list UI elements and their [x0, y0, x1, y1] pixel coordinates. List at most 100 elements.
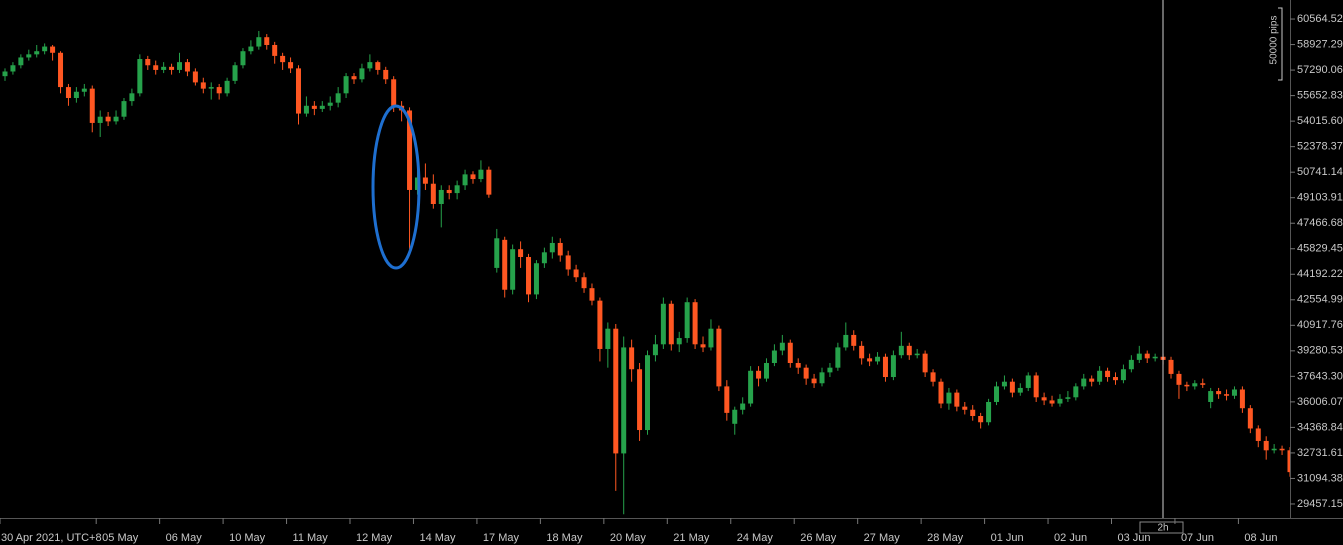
candle-body	[1128, 359, 1134, 370]
candle-body	[1025, 375, 1031, 388]
candle-body	[153, 65, 159, 70]
candle-body	[795, 363, 801, 368]
candle-body	[81, 88, 87, 92]
candle-body	[327, 102, 333, 106]
candle-body	[375, 62, 381, 70]
candle-body	[970, 409, 976, 417]
candle-body	[216, 87, 222, 94]
candle-body	[994, 386, 1000, 402]
candle-body	[42, 46, 48, 52]
candle-body	[232, 65, 238, 81]
candle-body	[18, 57, 24, 66]
candle-body	[359, 68, 365, 80]
timeframe-box	[1139, 521, 1184, 534]
x-tick-label: 28 May	[927, 532, 964, 544]
candle-body	[288, 62, 294, 69]
candle-body	[1231, 389, 1237, 396]
candle-body	[882, 356, 888, 378]
scale-bracket	[1278, 7, 1283, 81]
x-tick-label: 01 Jun	[991, 532, 1024, 544]
scale-label: 50000 pips	[1269, 16, 1280, 65]
candle-body	[740, 403, 746, 410]
x-tick-label: 03 Jun	[1117, 532, 1150, 544]
candle-body	[414, 177, 420, 190]
candle-body	[129, 93, 135, 102]
candle-body	[867, 358, 873, 362]
candle-body	[1271, 448, 1277, 451]
plot-area	[2, 30, 1290, 515]
candle-body	[478, 169, 484, 180]
candle-body	[637, 369, 643, 431]
candle-body	[486, 169, 492, 195]
candle-body	[756, 370, 762, 379]
x-tick-label: 05 May	[102, 532, 139, 544]
candle-body	[819, 372, 825, 384]
y-tick-label: 50741.14	[1297, 166, 1343, 178]
candle-body	[1168, 359, 1174, 374]
y-tick-label: 55652.83	[1297, 90, 1343, 102]
candle-body	[859, 345, 865, 359]
candle-body	[835, 347, 841, 368]
candle-body	[1255, 428, 1261, 441]
candle-body	[2, 71, 8, 77]
x-tick-label: 26 May	[800, 532, 837, 544]
candle-body	[1144, 353, 1150, 359]
candle-body	[1009, 381, 1015, 393]
x-tick-label: 08 Jun	[1244, 532, 1277, 544]
candle-body	[351, 76, 357, 80]
candle-body	[597, 300, 603, 349]
candle-body	[676, 338, 682, 345]
candle-body	[73, 91, 79, 98]
candle-body	[1001, 381, 1007, 387]
candle-body	[518, 249, 524, 257]
candle-body	[169, 66, 175, 70]
candle-body	[906, 345, 912, 356]
candle-body	[446, 189, 452, 194]
candle-body	[224, 80, 230, 94]
candle-body	[105, 116, 111, 122]
candle-body	[1176, 373, 1182, 385]
candle-body	[1097, 370, 1103, 382]
candle-body	[264, 37, 270, 45]
candle-body	[1049, 400, 1055, 404]
candle-body	[10, 65, 16, 72]
candle-body	[541, 252, 547, 264]
candle-body	[1033, 375, 1039, 398]
y-tick-label: 29457.15	[1297, 498, 1343, 510]
candle-body	[748, 370, 754, 404]
y-tick-label: 32731.61	[1297, 447, 1343, 459]
candle-body	[605, 328, 611, 349]
candle-body	[177, 62, 183, 70]
candle-body	[1263, 440, 1269, 451]
candle-body	[272, 44, 278, 56]
candle-body	[898, 345, 904, 356]
candle-body	[573, 269, 579, 278]
y-tick-label: 36006.07	[1297, 396, 1343, 408]
candle-body	[851, 334, 857, 346]
candle-body	[763, 363, 769, 379]
candle-body	[1105, 370, 1111, 378]
candle-body	[184, 62, 190, 72]
candle-body	[716, 328, 722, 387]
candle-body	[280, 55, 286, 63]
candle-body	[779, 342, 785, 351]
candle-body	[1239, 389, 1245, 409]
candle-body	[1089, 378, 1095, 382]
candle-body	[65, 87, 71, 98]
x-tick-label: 11 May	[293, 532, 329, 544]
candle-body	[668, 303, 674, 345]
candle-body	[581, 277, 587, 289]
candle-body	[708, 328, 714, 348]
timeframe-label: 2h	[1157, 523, 1168, 534]
candle-body	[161, 66, 167, 70]
candle-body	[549, 242, 555, 253]
y-tick-label: 49103.91	[1297, 192, 1343, 204]
candle-body	[1200, 383, 1206, 385]
candle-body	[930, 372, 936, 382]
candle-body	[335, 93, 341, 103]
y-tick-label: 39280.53	[1297, 345, 1343, 357]
candle-body	[1184, 384, 1190, 387]
candle-body	[311, 105, 317, 109]
candle-body	[430, 183, 436, 204]
